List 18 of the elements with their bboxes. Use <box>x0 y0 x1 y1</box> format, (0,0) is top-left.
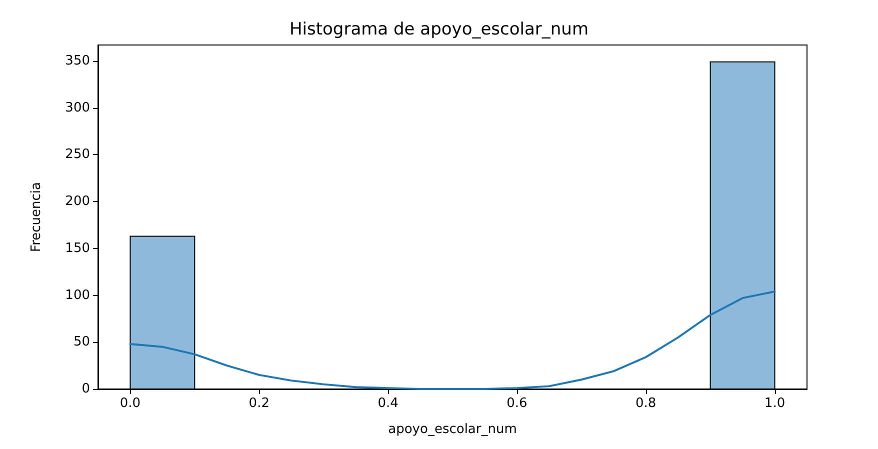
y-axis-title: Frecuencia <box>29 182 44 252</box>
line-series <box>129 290 776 390</box>
y-tick-label: 300 <box>65 100 90 116</box>
x-tick-label: 0.2 <box>248 396 270 411</box>
y-tick-label: 50 <box>73 334 90 350</box>
y-tick-label: 0 <box>82 382 90 396</box>
y-tick-label: 200 <box>65 194 90 210</box>
x-tick-label: 1.0 <box>764 396 786 411</box>
y-tick-label: 250 <box>65 147 90 162</box>
x-tick-label: 0.0 <box>120 396 141 411</box>
y-tick-label: 100 <box>65 288 90 303</box>
y-tick-label: 350 <box>65 53 90 68</box>
y-tick-label: 150 <box>65 240 90 256</box>
chart-title: Histograma de apoyo_escolar_num <box>289 20 589 40</box>
x-axis-title: apoyo_escolar_num <box>388 422 517 437</box>
x-tick-label: 0.6 <box>506 396 528 411</box>
x-tick-label: 0.4 <box>378 396 398 411</box>
x-tick-label: 0.8 <box>636 396 656 411</box>
